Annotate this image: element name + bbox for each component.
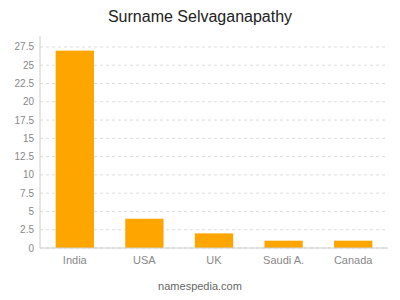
x-axis-line — [40, 248, 388, 249]
x-tick-label: USA — [133, 254, 156, 266]
bar — [264, 241, 302, 248]
y-tick-label: 0 — [28, 243, 34, 254]
chart-container: 0 2.5 5 7.5 10 12.5 15 17.5 20 22.5 25 27.5 India USA… — [0, 0, 400, 300]
y-tick-label: 27.5 — [15, 41, 35, 52]
x-tick-label: UK — [206, 254, 222, 266]
y-tick-label: 15 — [23, 133, 35, 144]
grid-line — [40, 46, 388, 47]
watermark: namespedia.com — [158, 280, 242, 292]
y-tick-label: 17.5 — [15, 115, 35, 126]
y-tick-label: 7.5 — [20, 188, 34, 199]
y-axis-line — [40, 36, 41, 248]
y-tick-label: 10 — [23, 169, 35, 180]
y-tick-label: 5 — [28, 206, 34, 217]
bar — [334, 241, 372, 248]
x-tick-label: India — [63, 254, 88, 266]
grid — [40, 47, 388, 248]
bars — [56, 51, 373, 248]
y-tick-label: 2.5 — [20, 224, 34, 235]
bar — [195, 233, 233, 248]
bar — [125, 219, 163, 248]
y-tick-label: 25 — [23, 60, 35, 71]
grid-line — [40, 248, 388, 249]
title: Surname Selvaganapathy — [108, 8, 292, 25]
y-tick-label: 20 — [23, 96, 35, 107]
x-tick-label: Saudi A. — [263, 254, 304, 266]
bar — [56, 51, 94, 248]
x-tick-label: Canada — [334, 254, 373, 266]
page: {"chart_data": {"type": "bar", "title": … — [0, 0, 400, 300]
chart: 0 2.5 5 7.5 10 12.5 15 17.5 20 22.5 25 27.5 India USA… — [0, 0, 400, 300]
y-tick-label: 22.5 — [15, 78, 35, 89]
y-tick-label: 12.5 — [15, 151, 35, 162]
